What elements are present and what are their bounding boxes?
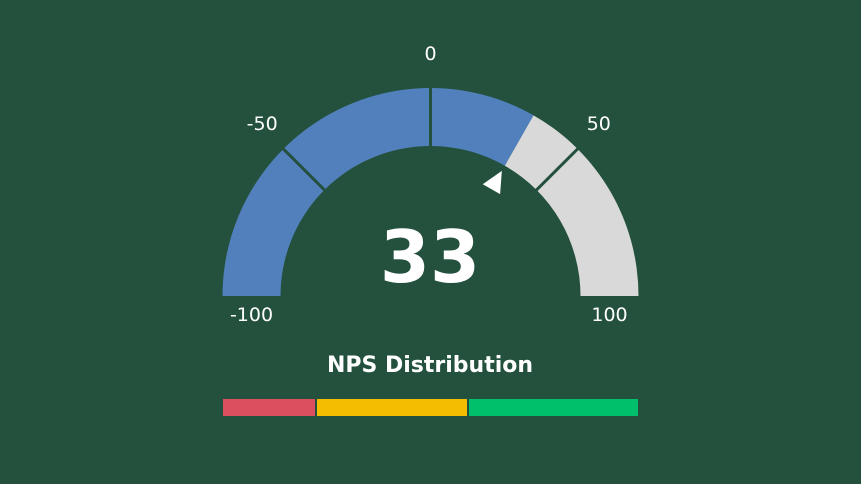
gauge-tick-divider [534, 146, 581, 193]
gauge-filled-arc [222, 87, 534, 297]
gauge-tick-label: -100 [229, 304, 274, 326]
nps-score-value: 33 [379, 215, 481, 299]
gauge-tick-divider [280, 146, 327, 193]
gauge-tick-label: 50 [586, 112, 611, 135]
nps-distribution-bar [223, 399, 638, 416]
gauge-tick-label: 100 [591, 304, 628, 326]
distribution-segment [223, 399, 316, 416]
chart-title: NPS Distribution [326, 353, 534, 378]
distribution-segment [468, 399, 638, 416]
distribution-segment [317, 399, 467, 416]
gauge-remaining-arc [504, 115, 639, 296]
gauge-pointer-icon [482, 170, 502, 195]
gauge-tick-label: 0 [424, 43, 437, 65]
gauge-tick-label: -50 [246, 112, 278, 135]
